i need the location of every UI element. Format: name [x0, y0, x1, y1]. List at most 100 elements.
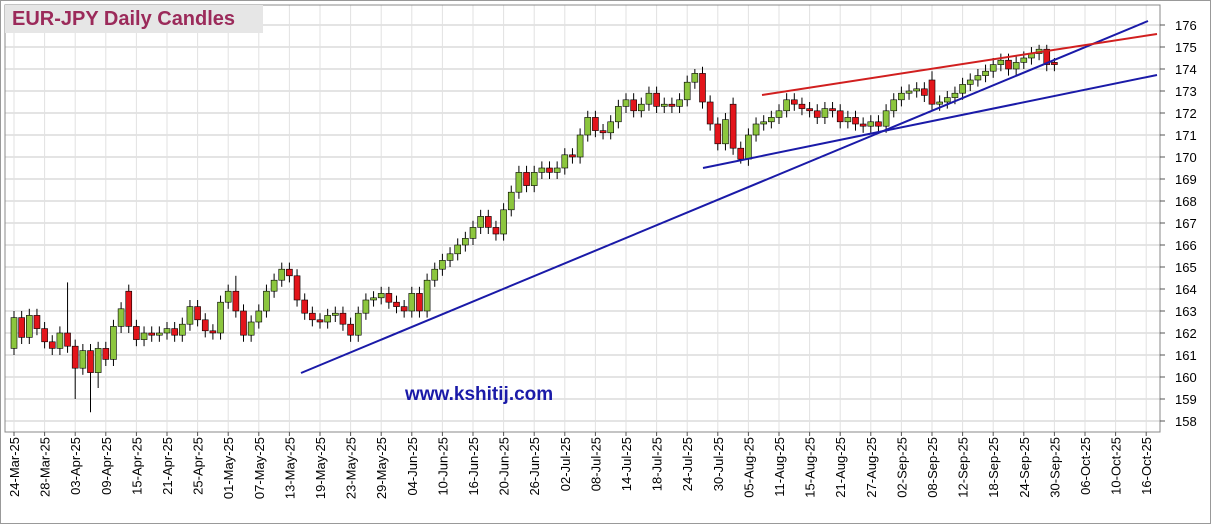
candle-body — [722, 119, 729, 145]
x-tick-label: 16-Oct-25 — [1139, 437, 1154, 495]
x-tick-label: 21-Aug-25 — [833, 437, 848, 498]
candle-body — [209, 330, 217, 334]
y-tick-label: 172 — [1175, 106, 1197, 121]
trendline — [761, 33, 1158, 96]
candle-body — [87, 350, 94, 373]
candle-body — [813, 110, 821, 118]
y-tick-label: 168 — [1175, 194, 1197, 209]
candle-body — [569, 154, 576, 158]
x-tick-label: 28-Mar-25 — [38, 437, 53, 497]
y-tick-label: 160 — [1175, 370, 1197, 385]
x-tick-label: 15-Aug-25 — [803, 437, 818, 498]
candle-body — [630, 99, 637, 112]
candle-body — [278, 268, 286, 281]
title-box — [5, 5, 263, 33]
candle-body — [255, 310, 263, 323]
candle-body — [921, 88, 928, 96]
candle-body — [125, 290, 133, 327]
candle-body — [898, 92, 905, 101]
candle-body — [959, 84, 966, 94]
candle-body — [385, 293, 393, 303]
y-tick-label: 164 — [1175, 282, 1197, 297]
watermark: www.kshitij.com — [404, 384, 553, 405]
candle-body — [523, 172, 530, 186]
candle-body — [18, 317, 25, 338]
axes: 158 159 160 161 162 163 164 165 166 167 168 169 170 1… — [7, 18, 1197, 499]
candle-body — [10, 317, 18, 349]
candle-body — [56, 332, 64, 349]
candle-body — [462, 238, 469, 246]
x-tick-label: 13-May-25 — [282, 437, 297, 499]
x-tick-label: 23-May-25 — [344, 437, 359, 499]
candle-body — [500, 209, 507, 235]
x-tick-label: 20-Jun-25 — [497, 437, 512, 496]
candle-body — [408, 293, 416, 312]
candle-body — [301, 299, 309, 314]
candle-body — [859, 123, 867, 127]
candle-body — [240, 310, 247, 336]
x-tick-label: 24-Sep-25 — [1017, 437, 1032, 498]
candle-body — [446, 253, 454, 261]
candle-body — [48, 341, 56, 349]
candle-body — [790, 99, 798, 105]
candle-body — [691, 73, 699, 83]
candle-body — [171, 328, 178, 336]
x-tick-label: 19-May-25 — [313, 437, 328, 499]
candle-body — [553, 167, 561, 173]
candle-body — [615, 106, 622, 123]
candle-body — [676, 99, 683, 107]
candle-body — [660, 103, 668, 107]
trendline — [300, 20, 1149, 374]
x-tick-label: 16-Jun-25 — [466, 437, 481, 496]
x-tick-label: 05-Aug-25 — [741, 437, 756, 498]
candle-body — [194, 306, 201, 321]
candle-body — [752, 123, 760, 136]
x-tick-label: 25-Apr-25 — [191, 437, 206, 495]
candle-body — [148, 332, 155, 336]
candle-body — [622, 99, 630, 107]
x-tick-label: 01-May-25 — [221, 437, 236, 499]
candle-body — [354, 312, 362, 336]
candle-body — [706, 101, 714, 125]
candle-body — [484, 216, 492, 228]
candle-body — [293, 275, 301, 301]
grid — [5, 5, 1160, 432]
candle-body — [71, 345, 79, 369]
y-tick-label: 167 — [1175, 216, 1197, 231]
candle-body — [592, 117, 599, 131]
candle-body — [729, 103, 737, 149]
candle-body — [117, 308, 125, 327]
candle-body — [829, 108, 836, 112]
candle-body — [110, 326, 117, 360]
candle-body — [714, 123, 722, 145]
x-tick-label: 10-Jun-25 — [435, 437, 450, 496]
candle-body — [393, 301, 400, 307]
plot-area — [4, 4, 1161, 433]
candle-body — [94, 348, 102, 373]
candle-body — [102, 348, 110, 360]
candle-body — [951, 92, 959, 98]
candle-body — [775, 110, 783, 118]
candle-body — [370, 297, 377, 301]
candle-body — [224, 290, 232, 303]
candle-body — [1005, 59, 1012, 70]
candle-body — [140, 332, 148, 340]
candle-body — [232, 290, 240, 312]
candle-body — [1020, 57, 1028, 63]
candle-body — [186, 306, 194, 325]
candle-body — [890, 99, 898, 112]
candle-body — [64, 332, 71, 347]
candle-body — [936, 101, 943, 105]
x-tick-label: 04-Jun-25 — [405, 437, 420, 496]
candle-body — [905, 90, 913, 94]
candle-body — [1012, 62, 1020, 70]
candle-body — [33, 315, 41, 329]
candle-body — [79, 350, 87, 369]
candle-body — [584, 117, 592, 136]
candle-body — [637, 103, 645, 112]
candle-body — [439, 260, 446, 270]
x-tick-label: 24-Mar-25 — [7, 437, 22, 497]
x-tick-label: 18-Sep-25 — [986, 437, 1001, 498]
trendline — [702, 74, 1158, 169]
